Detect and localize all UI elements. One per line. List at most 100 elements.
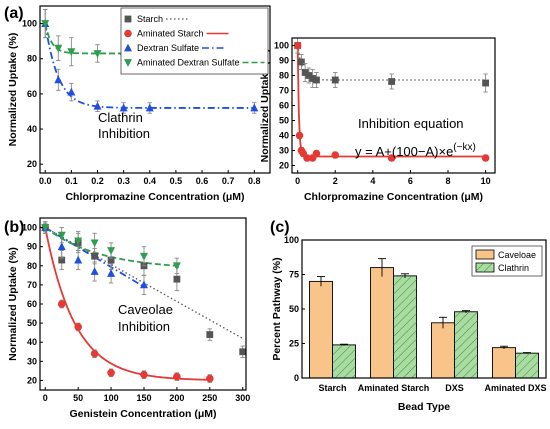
y-tick-label: 60 <box>279 101 289 111</box>
data-point-aminated-starch <box>90 349 99 358</box>
data-point-aminated-dextran-sulfate <box>54 44 63 53</box>
data-point-starch <box>309 75 317 82</box>
y-tick-label: 50 <box>289 304 299 314</box>
y-axis-label: Percent Pathway (%) <box>271 257 283 360</box>
data-point-dextran-sulfate <box>74 255 83 264</box>
x-tick-label: 0.7 <box>222 176 235 186</box>
legend-marker-aminated-dextran-sulfate <box>124 59 132 67</box>
bar-caveloae-dxs <box>431 322 455 379</box>
data-point-aminated-dextran-sulfate <box>67 48 76 57</box>
bar-caveloae-aminated-starch <box>370 267 394 379</box>
panel-a-right-plot: 0 2 4 6 8 10 20 30 40 50 60 70 80 90 100 Chlorpromazine… <box>259 37 496 203</box>
x-axis-label: Bead Type <box>398 401 450 413</box>
bar-hatch-aminated-dxs <box>515 353 539 378</box>
data-point-aminated-starch <box>387 154 396 162</box>
panel-b-plot: 0 50 100 150 200 250 300 20 30 40 50 60 70 80 90 100 Gen… <box>7 217 250 420</box>
y-tick-label: 70 <box>27 280 37 290</box>
panel-b-letter: (b) <box>4 219 24 236</box>
y-tick-label: 50 <box>27 318 37 328</box>
data-point-starch <box>297 58 305 66</box>
data-point-aminated-starch <box>312 149 321 158</box>
legend-swatch-caveloae <box>475 249 495 260</box>
data-point-aminated-dextran-sulfate <box>93 50 102 58</box>
x-tick-label: 4 <box>370 176 375 186</box>
data-point-aminated-starch <box>481 154 490 162</box>
y-tick-label: 100 <box>22 19 37 29</box>
x-tick-label: 100 <box>104 393 119 403</box>
y-axis-label: Normalized Uptake (%) <box>259 49 271 163</box>
y-tick-label: 100 <box>22 223 37 233</box>
bar-caveloae-starch <box>309 280 333 379</box>
data-point-starch <box>58 256 66 264</box>
data-point-aminated-dextran-sulfate <box>172 262 181 271</box>
x-tick-label: 0.6 <box>196 176 209 186</box>
caveolae-annotation: Caveolae Inhibition <box>118 302 173 334</box>
bar-hatch-dxs <box>454 311 478 378</box>
y-tick-label: 80 <box>279 71 289 81</box>
data-point-aminated-dextran-sulfate <box>74 237 83 246</box>
data-point-aminated-starch <box>107 369 115 377</box>
data-point-aminated-starch <box>74 323 82 331</box>
category-label: Starch <box>318 383 346 393</box>
x-tick-label: 8 <box>446 176 451 186</box>
x-tick-label: 250 <box>202 393 217 403</box>
data-point-starch <box>239 348 247 356</box>
data-point-starch <box>482 79 490 87</box>
data-point-aminated-dextran-sulfate <box>90 239 99 248</box>
category-label: DXS <box>445 383 464 393</box>
y-tick-label: 40 <box>27 337 37 347</box>
data-point-starch <box>301 69 309 76</box>
y-tick-label: 0 <box>294 373 299 383</box>
panel-c-plot: Starch Aminated Starch DXS Aminated DXS 0 25 5… <box>271 235 547 413</box>
data-point-aminated-dextran-sulfate <box>41 20 50 28</box>
y-tick-label: 40 <box>279 131 289 141</box>
x-tick-label: 0 <box>43 393 48 403</box>
category-label: Aminated Starch <box>358 383 430 393</box>
data-point-starch <box>91 252 99 260</box>
bar-hatch-aminated-starch <box>393 275 417 378</box>
x-tick-label: 0.2 <box>91 176 104 186</box>
inhibition-equation-title: Inhibition equation <box>358 116 464 131</box>
data-point-aminated-starch <box>303 154 311 162</box>
x-tick-label: 2 <box>333 176 338 186</box>
data-point-aminated-starch <box>140 370 148 379</box>
y-tick-label: 50 <box>279 116 289 126</box>
legend-label-starch: Starch <box>137 14 163 24</box>
data-point-aminated-dextran-sulfate <box>139 252 148 261</box>
data-point-starch <box>206 331 214 338</box>
x-tick-label: 0 <box>295 176 300 186</box>
y-tick-label: 25 <box>289 339 299 349</box>
data-point-dextran-sulfate <box>67 87 76 96</box>
data-point-dextran-sulfate <box>90 267 99 275</box>
y-tick-label: 20 <box>27 375 37 385</box>
data-point-aminated-starch <box>293 41 302 50</box>
data-point-aminated-starch <box>173 372 181 381</box>
legend-label-aminated-dextran-sulfate: Aminated Dextran Sulfate <box>137 58 240 68</box>
y-tick-label: 70 <box>279 86 289 96</box>
y-tick-label: 20 <box>279 161 289 171</box>
y-tick-label: 20 <box>27 159 37 169</box>
data-point-aminated-dextran-sulfate <box>57 231 66 240</box>
x-tick-label: 0.8 <box>248 176 261 186</box>
legend-marker-dextran-sulfate <box>124 43 132 52</box>
x-tick-label: 0.4 <box>144 176 157 186</box>
bar-caveloae-aminated-dxs <box>492 347 516 379</box>
data-point-dextran-sulfate <box>54 75 63 84</box>
category-label: Aminated DXS <box>484 383 546 393</box>
y-tick-label: 90 <box>27 242 37 252</box>
x-tick-label: 150 <box>136 393 151 403</box>
data-point-starch <box>331 76 339 84</box>
data-point-dextran-sulfate <box>107 269 116 277</box>
legend-label-caveloae: Caveloae <box>498 250 536 260</box>
y-tick-label: 90 <box>279 56 289 66</box>
legend-marker-aminated-starch <box>124 29 132 38</box>
y-tick-label: 100 <box>274 41 289 51</box>
legend-label-clathrin: Clathrin <box>498 263 529 273</box>
data-point-dextran-sulfate <box>119 103 128 112</box>
x-tick-label: 200 <box>169 393 184 403</box>
inhibition-equation-exponent: (−kx) <box>453 142 476 153</box>
panel-c-letter: (c) <box>270 219 290 236</box>
inhibition-equation-base: y = A+(100−A)×e <box>355 144 453 159</box>
y-tick-label: 75 <box>289 270 299 280</box>
data-point-starch <box>388 78 396 85</box>
